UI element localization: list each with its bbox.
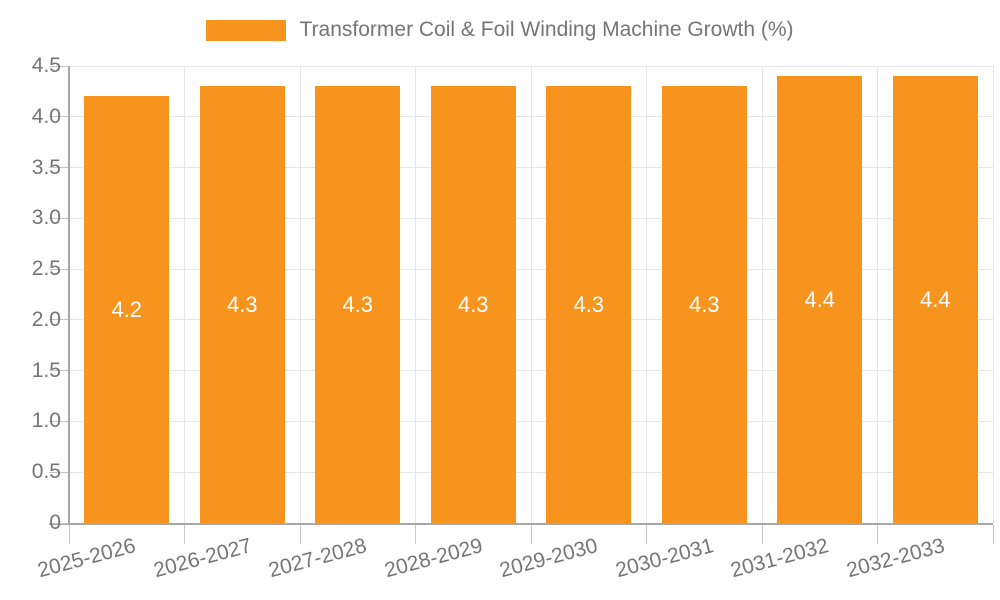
y-tick [49, 116, 68, 118]
v-gridline [530, 66, 532, 523]
x-tick [646, 525, 647, 544]
y-tick [49, 319, 68, 321]
bar: 4.3 [199, 86, 285, 523]
y-tick [49, 522, 68, 524]
y-tick-label: 1.5 [31, 358, 61, 382]
y-tick-label: 0 [49, 511, 61, 534]
x-tick-label: 2032-2033 [843, 534, 947, 583]
y-tick-label: 1.0 [31, 409, 61, 433]
x-tick [415, 525, 416, 544]
y-tick-label: 3.0 [31, 206, 61, 230]
bar-value-label: 4.3 [688, 291, 720, 317]
v-gridline [761, 66, 763, 523]
bar: 4.4 [777, 76, 863, 523]
v-gridline [877, 66, 878, 523]
bar-value-label: 4.3 [457, 291, 489, 317]
x-tick-label: 2025-2026 [35, 534, 139, 583]
bar: 4.3 [430, 86, 516, 523]
plot-area: 4.2 4.3 4.3 4.3 4.3 4.3 4.4 4.4 [49, 65, 994, 544]
v-gridline [992, 66, 994, 523]
bar-value-label: 4.3 [573, 291, 605, 317]
x-tick-label: 2027-2028 [266, 534, 370, 583]
x-tick [877, 525, 878, 544]
y-tick [49, 65, 68, 67]
bar-value-label: 4.3 [226, 291, 258, 317]
bar-value-label: 4.4 [919, 286, 951, 312]
x-tick [530, 525, 532, 544]
legend-swatch [206, 19, 287, 41]
bar: 4.3 [546, 86, 632, 523]
x-tick [184, 525, 185, 544]
y-tick-label: 0.5 [31, 460, 61, 484]
legend-label: Transformer Coil & Foil Winding Machine … [299, 18, 794, 41]
y-tick [49, 268, 68, 270]
y-tick [49, 167, 68, 169]
bar: 4.4 [892, 76, 978, 523]
x-tick [761, 525, 763, 544]
v-gridline [184, 66, 185, 523]
y-tick-label: 4.5 [31, 54, 61, 77]
y-tick [49, 420, 68, 422]
v-gridline [415, 66, 416, 523]
chart-legend: Transformer Coil & Foil Winding Machine … [0, 18, 1000, 42]
y-tick-label: 2.5 [31, 257, 61, 281]
x-tick-label: 2028-2029 [381, 534, 485, 583]
x-axis-line [49, 523, 993, 525]
x-tick-label: 2029-2030 [497, 534, 601, 583]
bar: 4.2 [84, 96, 170, 523]
y-tick [49, 370, 68, 372]
y-tick-label: 4.0 [31, 104, 61, 128]
bar: 4.3 [661, 86, 747, 523]
x-tick-label: 2030-2031 [612, 534, 716, 583]
y-tick [49, 471, 68, 473]
x-tick-label: 2031-2032 [728, 534, 832, 583]
y-axis-line [68, 66, 70, 525]
y-tick [49, 217, 68, 219]
bar-value-label: 4.3 [342, 291, 374, 317]
bar: 4.3 [315, 86, 401, 523]
x-tick [992, 525, 994, 544]
bar-value-label: 4.4 [804, 286, 836, 312]
x-tick [68, 525, 70, 544]
y-tick-label: 3.5 [31, 155, 61, 179]
x-tick-label: 2026-2027 [150, 534, 254, 583]
bar-value-label: 4.2 [111, 296, 143, 322]
y-tick-label: 2.0 [31, 307, 61, 331]
v-gridline [299, 66, 301, 523]
v-gridline [646, 66, 647, 523]
x-tick [299, 525, 301, 544]
